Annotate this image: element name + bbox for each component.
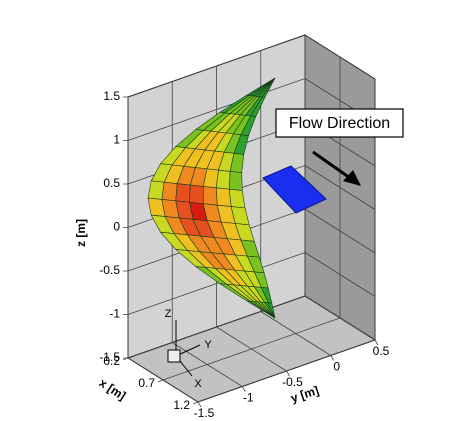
- x-tick-label: 0.7: [138, 376, 155, 390]
- flow-arrow-head: [343, 170, 361, 186]
- surface-cell: [228, 188, 246, 209]
- tick-mark: [286, 370, 290, 377]
- z-tick-label: -0.5: [99, 263, 120, 277]
- tick-mark: [197, 401, 202, 408]
- y-tick-label: -0.5: [282, 375, 303, 389]
- triad-label: X: [194, 378, 202, 390]
- x-tick-label: 1.2: [173, 398, 190, 412]
- y-tick-label: 0: [333, 360, 340, 374]
- tick-mark: [330, 355, 335, 361]
- surface-cell: [161, 181, 178, 202]
- x-tick-label: 0.2: [103, 354, 120, 368]
- surface: [147, 77, 276, 319]
- annotation-box: [275, 108, 404, 138]
- surface-cell: [175, 183, 191, 203]
- tick-mark: [241, 386, 246, 392]
- triad-label: Y: [204, 339, 212, 351]
- tick-mark: [192, 401, 199, 405]
- surface-cell: [215, 169, 231, 190]
- surface-cell: [267, 302, 276, 319]
- surface-cell: [202, 186, 218, 206]
- flow-arrow: [312, 150, 351, 180]
- plate: [262, 165, 327, 214]
- grid-line: [127, 295, 306, 359]
- surface-cell: [147, 180, 165, 200]
- grid-line: [197, 339, 376, 403]
- grid-line: [162, 317, 341, 381]
- y-tick-label: 0.5: [373, 344, 390, 358]
- triad-label: Z: [165, 308, 172, 320]
- triad-cube: [167, 349, 181, 363]
- z-tick-label: 0.5: [103, 176, 120, 190]
- surface-cell: [215, 187, 232, 207]
- z-tick-label: 1: [113, 133, 120, 147]
- z-tick-label: 1.5: [103, 89, 120, 103]
- x-axis-label: x [m]: [97, 376, 129, 403]
- triad: [167, 320, 201, 377]
- y-tick-label: -1.5: [194, 406, 215, 420]
- tick-mark: [374, 339, 379, 346]
- tick-mark: [122, 357, 129, 361]
- z-tick-label: 0: [113, 220, 120, 234]
- tick-mark: [157, 379, 164, 383]
- y-tick-label: -1: [243, 391, 254, 405]
- z-tick-label: -1: [109, 307, 120, 321]
- z-axis-label: z [m]: [74, 219, 88, 247]
- surface-cell: [228, 171, 243, 191]
- z-tick-label: -1.5: [99, 350, 120, 364]
- annotation: Flow Direction: [289, 115, 390, 132]
- surface-cell: [189, 184, 204, 205]
